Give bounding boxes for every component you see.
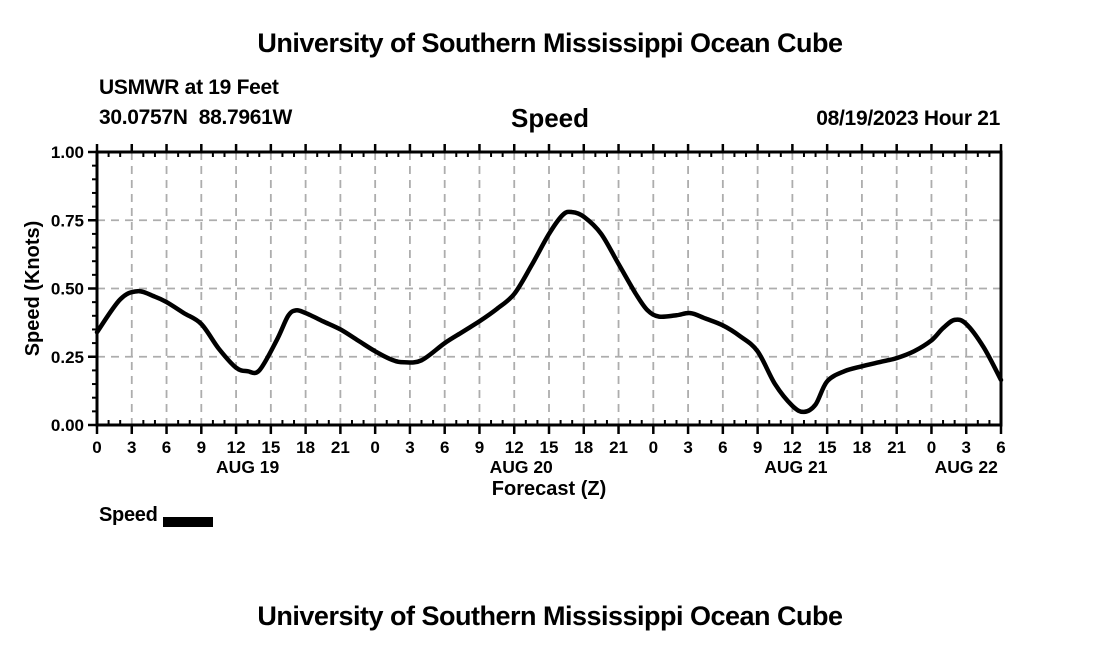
x-tick-label: 0	[370, 438, 379, 457]
x-tick-label: 0	[649, 438, 658, 457]
x-tick-label: 6	[162, 438, 171, 457]
x-tick-label: 3	[683, 438, 692, 457]
day-label: AUG 20	[490, 457, 553, 477]
coordinates-label: 30.0757N 88.7961W	[99, 106, 293, 129]
legend-line-swatch	[163, 517, 213, 527]
x-tick-label: 12	[227, 438, 246, 457]
x-tick-label: 15	[540, 438, 559, 457]
y-tick-label: 0.00	[51, 416, 84, 435]
chart-title: Speed	[510, 103, 590, 133]
day-label: AUG 19	[216, 457, 279, 477]
x-tick-label: 18	[296, 438, 315, 457]
x-tick-label: 6	[996, 438, 1005, 457]
station-label: USMWR at 19 Feet	[99, 76, 279, 99]
x-tick-label: 18	[852, 438, 871, 457]
page-title-top: University of Southern Mississippi Ocean…	[257, 28, 843, 58]
x-tick-label: 9	[197, 438, 206, 457]
x-tick-label: 3	[127, 438, 136, 457]
x-tick-label: 15	[261, 438, 280, 457]
page-title-bottom: University of Southern Mississippi Ocean…	[257, 601, 843, 631]
x-tick-label: 3	[961, 438, 970, 457]
x-tick-label: 0	[927, 438, 936, 457]
y-axis-ticks	[88, 150, 97, 427]
x-tick-label: 6	[440, 438, 449, 457]
forecast-datetime-label: 08/19/2023 Hour 21	[816, 107, 1000, 130]
x-tick-label: 3	[405, 438, 414, 457]
y-tick-label: 0.75	[51, 211, 84, 230]
day-label: AUG 21	[764, 457, 827, 477]
x-axis-ticks	[95, 144, 1003, 434]
x-tick-labels: 0 3 6 9 12 15 18 21 0 3 6 9 12 15 18 21 0 3 6 9 12 15 18 21 0 3 6	[92, 438, 1005, 457]
x-tick-label: 12	[505, 438, 524, 457]
y-tick-label: 0.50	[51, 280, 84, 299]
x-tick-label: 0	[92, 438, 101, 457]
x-axis-title: Forecast (Z)	[491, 478, 607, 500]
y-axis-title: Speed (Knots)	[22, 221, 44, 357]
legend-label: Speed	[99, 504, 158, 526]
x-tick-label: 12	[783, 438, 802, 457]
y-tick-label: 1.00	[51, 143, 84, 162]
y-tick-label: 0.25	[51, 348, 84, 367]
gridlines	[97, 152, 1001, 425]
x-tick-label: 6	[718, 438, 727, 457]
x-tick-label: 21	[609, 438, 628, 457]
legend: Speed	[99, 504, 213, 532]
day-labels: AUG 19 AUG 20 AUG 21 AUG 22	[216, 457, 998, 477]
y-tick-labels: 0.00 0.25 0.50 0.75 1.00	[51, 143, 84, 435]
speed-curve	[94, 209, 1004, 415]
x-tick-label: 21	[887, 438, 906, 457]
x-tick-label: 9	[753, 438, 762, 457]
x-tick-label: 9	[475, 438, 484, 457]
x-tick-label: 18	[574, 438, 593, 457]
x-tick-label: 21	[331, 438, 350, 457]
day-label: AUG 22	[935, 457, 998, 477]
x-tick-label: 15	[818, 438, 837, 457]
